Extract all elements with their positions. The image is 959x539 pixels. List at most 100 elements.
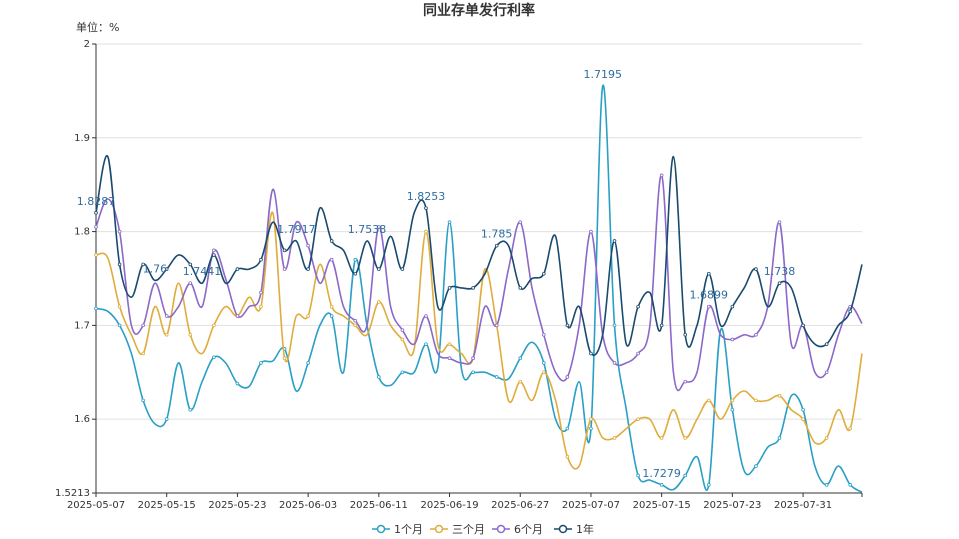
data-point [706,271,711,276]
data-point [141,262,145,267]
data-point [282,248,287,253]
data-point [259,290,263,295]
data-point [777,220,782,225]
data-point [447,286,452,290]
data-point [377,300,381,304]
data-point [400,337,405,342]
data-point [612,436,617,440]
data-point [589,229,593,234]
y-tick-label: 2 [84,39,90,50]
legend-label: 6个月 [514,523,543,536]
data-label: 1.785 [481,228,513,241]
data-point [824,370,829,375]
data-point [542,370,546,375]
data-point [777,281,782,285]
legend[interactable]: 1个月 三个月 6个月 1年 [372,522,594,536]
data-point [94,306,98,311]
data-point [542,271,546,276]
data-point [777,436,782,440]
data-point [235,267,240,271]
data-point [730,398,735,403]
data-point [565,323,570,328]
data-point [212,248,216,253]
data-point [706,304,711,309]
data-point [282,356,287,361]
data-point [188,408,193,412]
legend-item[interactable]: 1年 [554,522,594,536]
data-point [589,426,593,431]
series-3 [94,155,863,356]
data-point [306,243,310,248]
data-point [730,408,735,412]
data-point [565,375,570,379]
data-point [447,356,452,361]
data-point [447,220,452,225]
data-point [824,342,829,346]
legend-marker-icon [376,524,386,534]
legend-label: 1年 [576,522,594,536]
data-point [683,473,688,478]
data-point [636,417,640,421]
y-axis-unit: 单位：% [76,20,119,34]
x-tick-label: 2025-07-23 [703,500,761,511]
legend-marker-icon [434,524,444,534]
data-point [94,225,98,229]
y-tick-label: 1.8 [74,227,90,238]
data-label: 1.7538 [348,223,387,236]
data-point [706,398,711,403]
data-point [754,464,758,468]
data-point [306,314,310,318]
legend-item[interactable]: 6个月 [492,523,543,536]
data-point [683,436,688,440]
x-tick-label: 2025-05-15 [138,500,196,511]
data-point [683,379,688,384]
data-point [377,225,381,229]
data-point [518,220,523,225]
data-point [424,314,428,318]
series-layer [94,84,863,494]
data-point [424,342,428,346]
data-point [235,381,240,386]
data-point [188,281,193,285]
x-tick-label: 2025-06-27 [491,500,549,511]
data-point [377,375,381,379]
x-tick-label: 2025-07-31 [774,500,832,511]
data-point [542,361,546,365]
data-point [164,267,169,271]
data-point [164,417,169,421]
data-point [329,314,334,318]
data-point [471,356,475,361]
data-point [754,332,758,337]
data-point [801,323,805,328]
data-point [659,483,664,487]
data-point [141,351,145,356]
data-point [424,229,428,234]
x-tick-label: 2025-05-23 [208,500,266,511]
data-point [424,206,428,210]
legend-item[interactable]: 1个月 [372,523,423,536]
data-point [400,370,405,375]
data-point [636,473,640,478]
data-point [730,304,735,309]
legend-item[interactable]: 三个月 [430,523,485,536]
data-point [518,379,523,384]
data-point [353,323,358,328]
data-point [494,243,499,248]
data-point [188,332,193,337]
data-point [400,267,405,271]
data-point [117,323,122,328]
data-point [141,398,145,403]
data-point [706,483,711,487]
data-label: 1.76 [143,262,168,275]
x-tick-label: 2025-07-07 [562,500,620,511]
data-point [329,239,334,243]
series-1 [94,211,863,470]
chart-title: 同业存单发行利率 [423,2,535,19]
data-point [94,211,98,215]
x-tick-label: 2025-06-11 [350,500,408,511]
data-point [659,323,664,328]
data-point [612,361,617,365]
legend-label: 1个月 [394,523,423,536]
